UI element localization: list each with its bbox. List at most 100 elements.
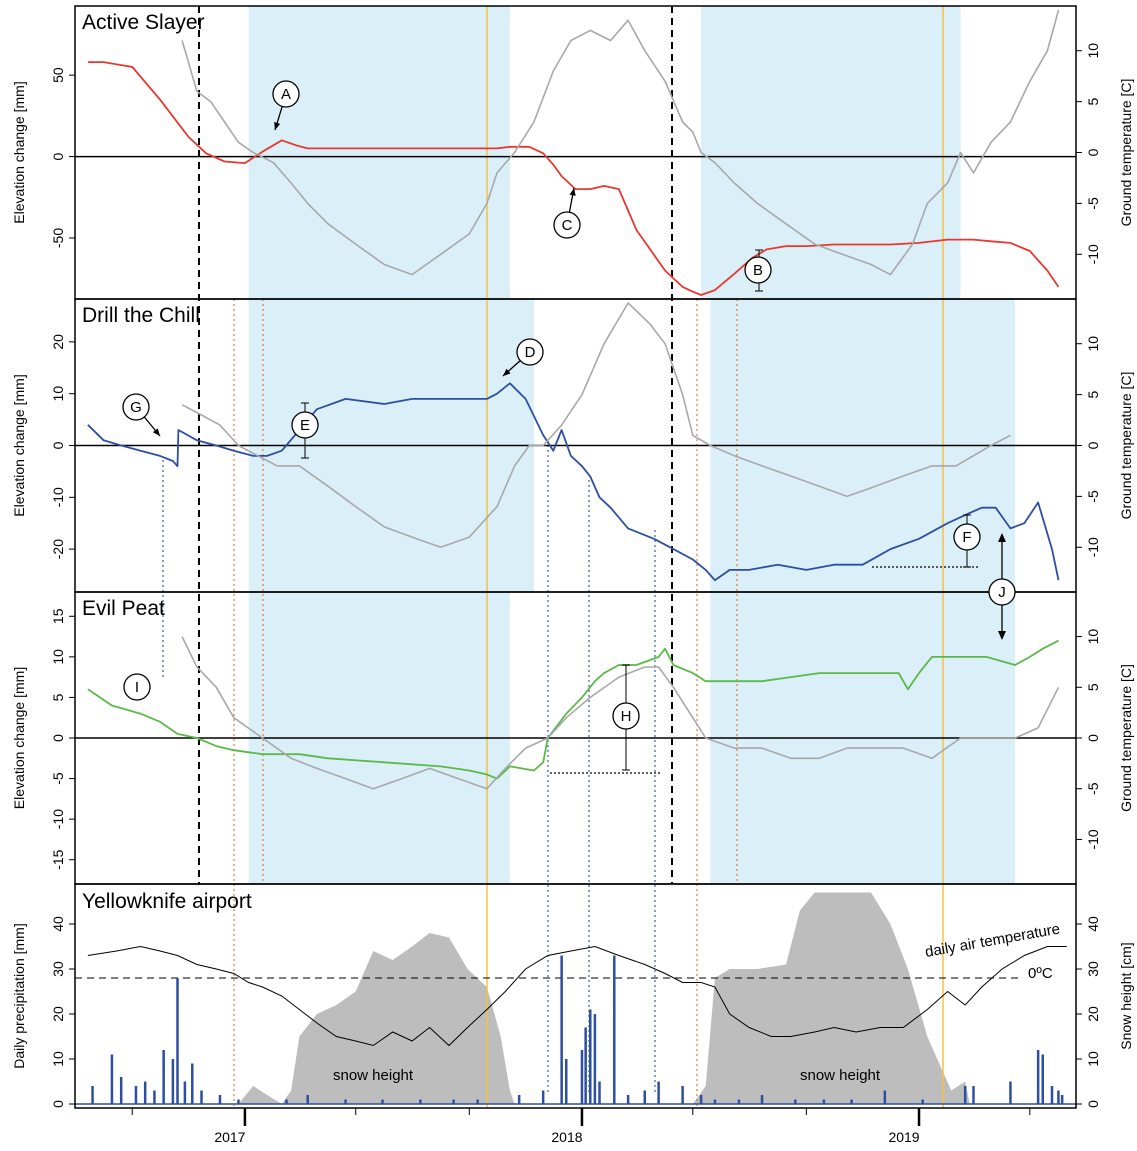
y-tick-label-left: 10: [50, 386, 66, 402]
annotation-arrowhead-D: [503, 368, 511, 376]
y-tick-label-right: 10: [1085, 336, 1101, 352]
annotation-letter-E: E: [300, 417, 310, 434]
elevation-line-3: [87, 639, 1059, 780]
y-tick-label-left: 5: [50, 693, 66, 701]
y-tick-label-left: -15: [50, 849, 66, 869]
annotation-letter-B: B: [753, 262, 763, 279]
y-axis-label-right: Ground temperature [C]: [1118, 79, 1134, 227]
annotation-circle-J: [988, 578, 1016, 606]
x-tick-label: 2019: [888, 1129, 919, 1145]
y-axis-label-right: Snow height [cm]: [1118, 942, 1134, 1049]
y-tick-label-right: 10: [1085, 1051, 1101, 1067]
annotation-arrowhead-A: [274, 122, 281, 130]
snow-height-layer: [172, 892, 970, 1104]
annotation-circle-G: [122, 393, 150, 421]
y-tick-label-left: 0: [50, 152, 66, 160]
y-tick-label-right: 0: [1085, 148, 1101, 156]
x-tick-label: 2017: [214, 1129, 245, 1145]
panel-title-drill-the-chill: Drill the Chill: [82, 304, 200, 327]
panel-title-active-slayer: Active Slayer: [82, 11, 205, 34]
y-tick-label-left: 30: [50, 961, 66, 977]
y-tick-label-left: -10: [50, 487, 66, 507]
panel-title-yellowknife-airport: Yellowknife airport: [82, 890, 252, 913]
annotation-letter-H: H: [621, 708, 632, 725]
y-axis-label-right: Ground temperature [C]: [1118, 372, 1134, 520]
annotation-circle-A: [272, 80, 300, 108]
x-tick-label: 2018: [551, 1129, 582, 1145]
snow-height-label-2: snow height: [800, 1067, 881, 1084]
y-tick-label-right: 10: [1085, 629, 1101, 645]
y-tick-label-left: -10: [50, 809, 66, 829]
y-tick-label-left: 50: [50, 67, 66, 83]
snow-height-area: [172, 892, 970, 1104]
annotation-circle-B: [744, 256, 772, 284]
zero-degree-label: 0ºC: [1028, 965, 1053, 982]
y-tick-label-right: -10: [1085, 829, 1101, 849]
annotation-arrowhead-J: [998, 533, 1006, 542]
y-tick-label-right: 0: [1085, 441, 1101, 449]
thaw-shade-1-2: [701, 6, 961, 299]
event-lines: [162, 6, 944, 1108]
annotation-circle-H: [612, 702, 640, 730]
y-tick-label-right: -5: [1085, 197, 1101, 210]
thaw-shade-1-1: [248, 6, 510, 299]
y-tick-label-right: 20: [1085, 1006, 1101, 1022]
y-tick-label-right: 10: [1085, 43, 1101, 59]
ground-temp-line-2: [181, 302, 1011, 549]
series-layer: [75, 9, 1076, 1105]
air-temperature-label: daily air temperature: [924, 920, 1062, 960]
panel-title-evil-peat: Evil Peat: [82, 597, 165, 620]
y-tick-label-right: -10: [1085, 537, 1101, 557]
annotation-letter-J: J: [998, 584, 1006, 601]
annotation-letter-G: G: [130, 399, 142, 416]
annotation-arrowhead-J: [998, 631, 1006, 640]
annotation-letter-D: D: [525, 344, 536, 361]
annotation-circle-I: [123, 673, 151, 701]
y-tick-label-right: 5: [1085, 391, 1101, 399]
y-tick-label-left: -50: [50, 228, 66, 248]
annotation-circle-F: [953, 523, 981, 551]
y-tick-label-left: -20: [50, 539, 66, 559]
y-tick-label-left: 40: [50, 916, 66, 932]
panel-frame-4: [74, 883, 1077, 1109]
annotation-letter-I: I: [135, 679, 139, 696]
y-tick-label-left: 10: [50, 649, 66, 665]
y-tick-label-left: 15: [50, 608, 66, 624]
y-tick-label-left: 0: [50, 734, 66, 742]
y-axis-label-left: Elevation change [mm]: [11, 81, 27, 223]
annotation-circle-D: [516, 338, 544, 366]
annotation-arrowhead-G: [152, 428, 160, 436]
y-tick-label-right: 5: [1085, 683, 1101, 691]
annotation-letter-A: A: [281, 86, 291, 103]
y-tick-label-right: -10: [1085, 244, 1101, 264]
y-tick-label-right: 30: [1085, 961, 1101, 977]
annotation-arrowhead-C: [569, 188, 576, 196]
y-tick-label-right: 40: [1085, 916, 1101, 932]
air-temperature-line: [87, 945, 1067, 1047]
y-tick-label-right: 0: [1085, 1100, 1101, 1108]
y-tick-label-left: -5: [50, 772, 66, 785]
ground-temp-line-1: [181, 9, 1060, 276]
y-tick-label-left: 0: [50, 1100, 66, 1108]
ground-temp-line-3: [181, 636, 1060, 790]
annotation-letter-C: C: [562, 217, 573, 234]
y-tick-label-left: 0: [50, 441, 66, 449]
y-tick-label-left: 10: [50, 1051, 66, 1067]
annotation-circle-E: [291, 411, 319, 439]
y-tick-label-right: 5: [1085, 98, 1101, 106]
annotation-circle-C: [553, 211, 581, 239]
y-tick-label-right: 0: [1085, 734, 1101, 742]
y-axis-label-left: Elevation change [mm]: [11, 667, 27, 809]
y-tick-label-left: 20: [50, 1006, 66, 1022]
y-axis-label-right: Ground temperature [C]: [1118, 664, 1134, 812]
snow-height-label-1: snow height: [333, 1067, 414, 1084]
y-tick-label-right: -5: [1085, 490, 1101, 503]
annotation-letter-F: F: [962, 529, 971, 546]
y-tick-label-left: 20: [50, 334, 66, 350]
y-axis-label-left: Elevation change [mm]: [11, 374, 27, 516]
elevation-line-2: [87, 382, 1060, 582]
elevation-line-1: [87, 61, 1060, 296]
